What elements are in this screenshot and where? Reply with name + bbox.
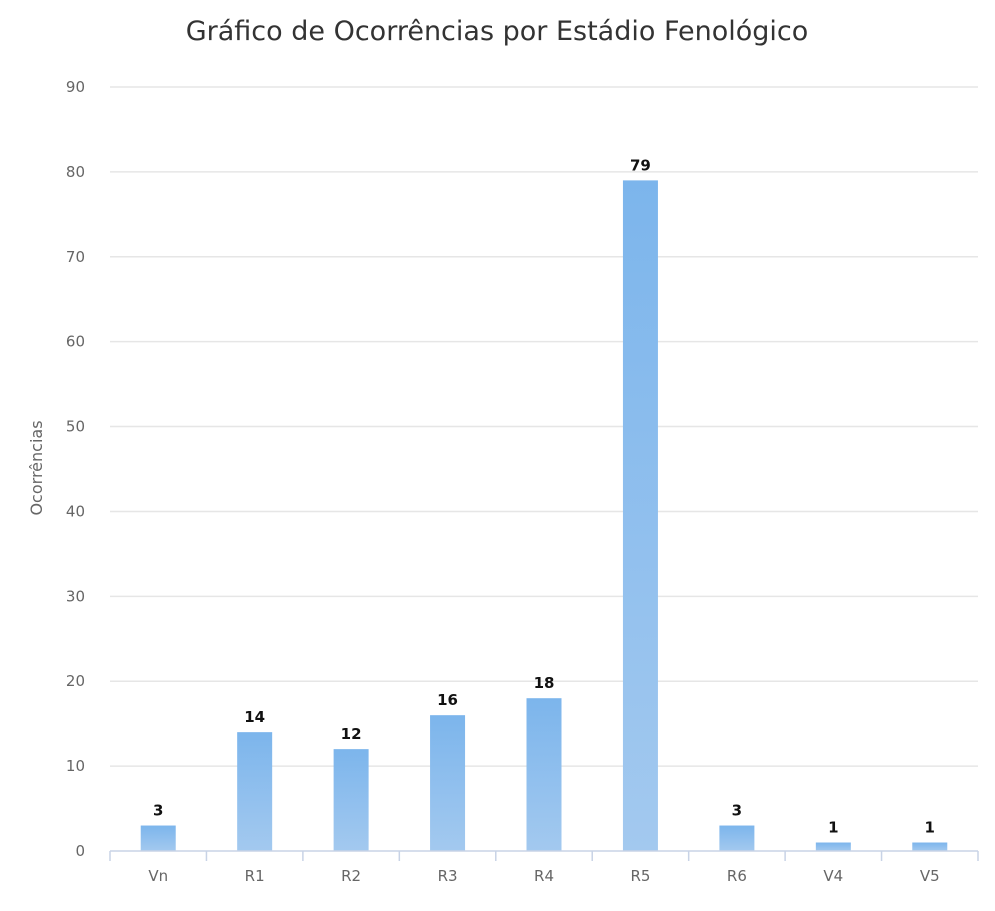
- x-tick-label: V4: [823, 867, 843, 885]
- x-tick-label: R6: [727, 867, 747, 885]
- y-tick-label: 90: [66, 78, 85, 96]
- x-tick-label: R3: [438, 867, 458, 885]
- x-tick-label: R4: [534, 867, 554, 885]
- bar: [237, 732, 273, 851]
- y-tick-label: 10: [66, 757, 85, 775]
- bar: [815, 842, 851, 851]
- data-label: 3: [153, 802, 163, 820]
- y-tick-label: 70: [66, 248, 85, 266]
- y-tick-label: 20: [66, 672, 85, 690]
- y-tick-label: 30: [66, 587, 85, 605]
- y-tick-label: 60: [66, 333, 85, 351]
- bar: [140, 825, 176, 851]
- data-label: 3: [732, 802, 742, 820]
- data-label: 79: [630, 156, 651, 174]
- y-tick-label: 0: [75, 842, 85, 860]
- bar: [622, 180, 658, 851]
- bar: [333, 749, 369, 851]
- x-tick-label: R1: [245, 867, 265, 885]
- chart-title: Gráfico de Ocorrências por Estádio Fenol…: [186, 16, 809, 47]
- data-label: 16: [437, 691, 458, 709]
- data-label: 18: [534, 674, 555, 692]
- data-label: 12: [341, 725, 362, 743]
- bar: [719, 825, 755, 851]
- y-tick-label: 50: [66, 418, 85, 436]
- data-label: 1: [925, 819, 935, 837]
- bar: [912, 842, 948, 851]
- bar: [430, 715, 466, 851]
- y-axis-label: Ocorrências: [27, 420, 46, 515]
- data-label: 14: [244, 708, 265, 726]
- x-tick-label: R2: [341, 867, 361, 885]
- y-tick-label: 40: [66, 502, 85, 520]
- y-tick-label: 80: [66, 163, 85, 181]
- bar: [526, 698, 562, 851]
- x-tick-label: V5: [920, 867, 940, 885]
- x-tick-label: Vn: [148, 867, 168, 885]
- x-tick-label: R5: [630, 867, 650, 885]
- data-label: 1: [828, 819, 838, 837]
